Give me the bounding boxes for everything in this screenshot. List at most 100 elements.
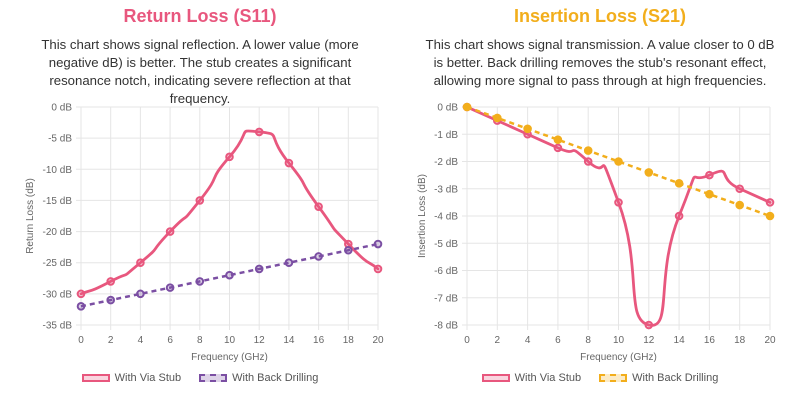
chart-legend: With Via Stub With Back Drilling: [400, 372, 800, 384]
legend-label: With Back Drilling: [632, 372, 719, 384]
data-point: [225, 152, 234, 162]
y-tick-label: 0 dB: [51, 103, 72, 114]
x-tick-label: 20: [372, 335, 384, 346]
data-point: [373, 239, 383, 249]
y-tick-label: -5 dB: [48, 134, 72, 145]
x-tick-label: 10: [224, 335, 236, 346]
y-tick-label: -8 dB: [434, 321, 458, 332]
legend-swatch: [81, 374, 110, 382]
data-point: [76, 289, 86, 299]
grid: [462, 106, 771, 330]
data-point: [314, 202, 323, 211]
y-tick-label: -25 dB: [43, 258, 73, 269]
chart-description: This chart shows signal reflection. A lo…: [41, 37, 359, 106]
data-point: [165, 227, 175, 236]
y-tick-label: -3 dB: [434, 184, 458, 195]
x-tick-label: 14: [674, 335, 686, 346]
legend-item-via-stub[interactable]: With Via Stub: [81, 372, 182, 384]
x-tick-label: 4: [525, 335, 531, 346]
y-tick-label: 0 dB: [437, 103, 458, 114]
y-tick-label: -10 dB: [43, 165, 73, 176]
data-point: [553, 135, 563, 144]
insertion-loss-panel: Insertion Loss (S21) This chart shows si…: [400, 0, 800, 403]
x-tick-label: 16: [313, 335, 325, 346]
y-tick-label: -20 dB: [43, 227, 73, 238]
data-point: [735, 184, 745, 194]
data-point: [195, 196, 205, 205]
y-tick-label: -4 dB: [434, 212, 458, 223]
data-point: [614, 198, 623, 207]
legend-item-back-drilling[interactable]: With Back Drilling: [199, 372, 318, 384]
x-axis-label: Frequency (GHz): [580, 352, 657, 363]
y-tick-label: -7 dB: [434, 293, 458, 304]
data-point: [583, 146, 593, 155]
y-axis-label: Return Loss (dB): [25, 178, 36, 254]
series-line-back-drilling: [80, 242, 379, 308]
legend-swatch: [199, 374, 228, 382]
data-point: [284, 158, 294, 168]
data-point: [136, 289, 145, 299]
return-loss-chart: 0 dB -5 dB -10 dB -15 dB -20 dB -25 dB -30 dB -…: [25, 103, 384, 364]
data-point: [106, 277, 115, 286]
x-tick-label: 8: [585, 335, 591, 346]
data-point: [553, 143, 563, 153]
y-tick-label: -15 dB: [43, 196, 73, 207]
data-point: [674, 179, 684, 188]
data-point: [705, 170, 714, 180]
legend-label: With Back Drilling: [232, 372, 319, 384]
data-point: [225, 270, 234, 280]
series-line-via-stub: [465, 105, 772, 327]
data-point: [523, 124, 532, 134]
legend-item-back-drilling[interactable]: With Back Drilling: [599, 372, 718, 384]
chart-description: This chart shows signal transmission. A …: [425, 37, 775, 88]
y-tick-label: -35 dB: [43, 321, 73, 332]
data-point: [106, 295, 115, 305]
data-point: [373, 264, 383, 274]
return-loss-panel: Return Loss (S11) This chart shows signa…: [0, 6, 400, 384]
legend-label: With Via Stub: [114, 372, 182, 384]
data-point: [674, 211, 684, 221]
data-point: [644, 320, 654, 330]
insertion-loss-chart: 0 dB -1 dB -2 dB -3 dB -4 dB -5 dB -6 dB -7 dB -…: [417, 102, 776, 364]
x-tick-label: 6: [167, 335, 173, 346]
x-tick-label: 2: [108, 335, 114, 346]
data-point: [614, 157, 623, 166]
x-tick-label: 4: [138, 335, 144, 346]
x-tick-label: 10: [613, 335, 625, 346]
data-point: [284, 258, 294, 268]
data-point: [165, 283, 175, 292]
legend-swatch: [599, 374, 628, 382]
series-line-via-stub: [79, 129, 380, 296]
x-tick-label: 6: [555, 335, 561, 346]
data-point: [254, 127, 264, 137]
x-tick-label: 20: [764, 335, 776, 346]
x-tick-label: 12: [254, 335, 266, 346]
x-axis-label: Frequency (GHz): [191, 352, 268, 363]
chart-legend: With Via Stub With Back Drilling: [0, 372, 400, 384]
data-point: [254, 264, 264, 274]
y-tick-label: -5 dB: [434, 239, 458, 250]
data-point: [735, 200, 745, 210]
data-point: [76, 302, 86, 311]
legend-item-via-stub[interactable]: With Via Stub: [481, 372, 582, 384]
x-tick-label: 0: [464, 335, 470, 346]
chart-title: Insertion Loss (S21): [513, 6, 687, 26]
x-tick-label: 14: [283, 335, 295, 346]
data-point: [644, 168, 654, 177]
y-tick-label: -6 dB: [434, 266, 458, 277]
y-tick-label: -2 dB: [434, 157, 458, 168]
legend-swatch: [481, 374, 510, 382]
x-tick-label: 8: [197, 335, 203, 346]
x-tick-label: 16: [704, 335, 716, 346]
y-tick-label: -30 dB: [43, 289, 73, 300]
data-point: [583, 157, 593, 166]
data-point: [462, 102, 472, 112]
data-point: [195, 277, 205, 286]
data-point: [344, 245, 353, 255]
x-tick-label: 12: [643, 335, 655, 346]
legend-label: With Via Stub: [514, 372, 582, 384]
data-point: [765, 198, 775, 207]
x-tick-label: 18: [734, 335, 746, 346]
grid: [76, 106, 379, 330]
data-point: [765, 211, 775, 221]
